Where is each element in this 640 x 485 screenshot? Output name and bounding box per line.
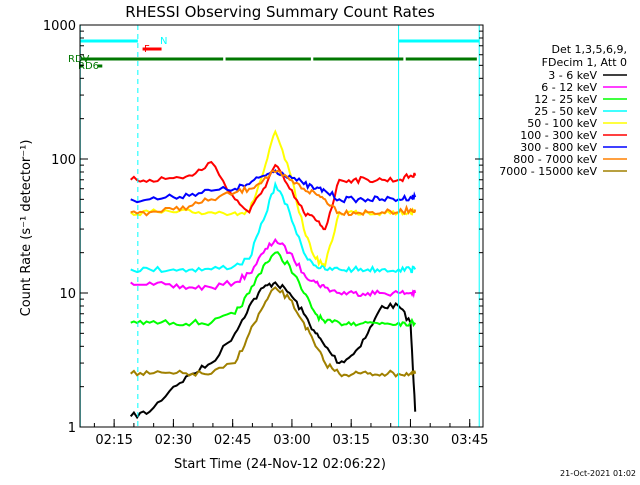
series-line-8 bbox=[130, 286, 417, 378]
series-line-1 bbox=[130, 237, 417, 299]
legend-label-7: 800 - 7000 keV bbox=[513, 153, 597, 166]
x-tick-label-0: 02:15 bbox=[95, 433, 132, 448]
flag-label-0: N bbox=[160, 36, 167, 47]
y-tick-label-3: 1000 bbox=[43, 19, 76, 34]
legend-label-8: 7000 - 15000 keV bbox=[499, 165, 597, 178]
y-axis-label: Count Rate (s⁻¹ detector⁻¹) bbox=[19, 140, 34, 317]
series-line-4 bbox=[130, 129, 417, 268]
x-tick-label-6: 03:45 bbox=[451, 433, 488, 448]
x-tick-label-3: 03:00 bbox=[273, 433, 310, 448]
x-tick-label-4: 03:15 bbox=[332, 433, 369, 448]
series-layer bbox=[129, 129, 417, 420]
x-tick-label-5: 03:30 bbox=[392, 433, 429, 448]
y-tick-label-2: 100 bbox=[51, 153, 76, 168]
series-line-2 bbox=[130, 251, 417, 328]
legend-label-6: 300 - 800 keV bbox=[520, 141, 597, 154]
series-line-5 bbox=[130, 160, 417, 231]
series-line-7 bbox=[130, 169, 417, 217]
legend: Det 1,3,5,6,9, FDecim 1, Att 0 3 - 6 keV… bbox=[499, 43, 627, 178]
footer-date: 21-Oct-2021 01:02 bbox=[560, 469, 636, 478]
series-line-0 bbox=[129, 281, 417, 420]
x-axis-label: Start Time (24-Nov-12 02:06:22) bbox=[174, 457, 386, 472]
legend-label-1: 6 - 12 keV bbox=[541, 81, 597, 94]
legend-label-4: 50 - 100 keV bbox=[527, 117, 597, 130]
flag-label-2: RDV bbox=[68, 54, 89, 65]
y-tick-label-1: 10 bbox=[59, 287, 76, 302]
x-tick-label-2: 02:45 bbox=[214, 433, 251, 448]
legend-header-line-1: Det 1,3,5,6,9, bbox=[551, 43, 627, 56]
legend-header-line-2: FDecim 1, Att 0 bbox=[542, 56, 627, 69]
plot-frame bbox=[79, 24, 484, 428]
flag-label-3: RD6 bbox=[78, 61, 99, 72]
series-line-6 bbox=[130, 169, 417, 204]
legend-label-3: 25 - 50 keV bbox=[534, 105, 597, 118]
chart-title: RHESSI Observing Summary Count Rates bbox=[125, 3, 435, 21]
axis-layer: 02:15 02:30 02:45 03:00 03:15 03:30 03:45 1 10 10… bbox=[43, 19, 489, 448]
series-line-3 bbox=[130, 180, 417, 274]
y-tick-label-0: 1 bbox=[68, 421, 76, 436]
x-tick-label-1: 02:30 bbox=[155, 433, 192, 448]
legend-label-0: 3 - 6 keV bbox=[548, 69, 597, 82]
flag-label-1: F bbox=[144, 44, 150, 55]
legend-label-5: 100 - 300 keV bbox=[520, 129, 597, 142]
legend-label-2: 12 - 25 keV bbox=[534, 93, 597, 106]
